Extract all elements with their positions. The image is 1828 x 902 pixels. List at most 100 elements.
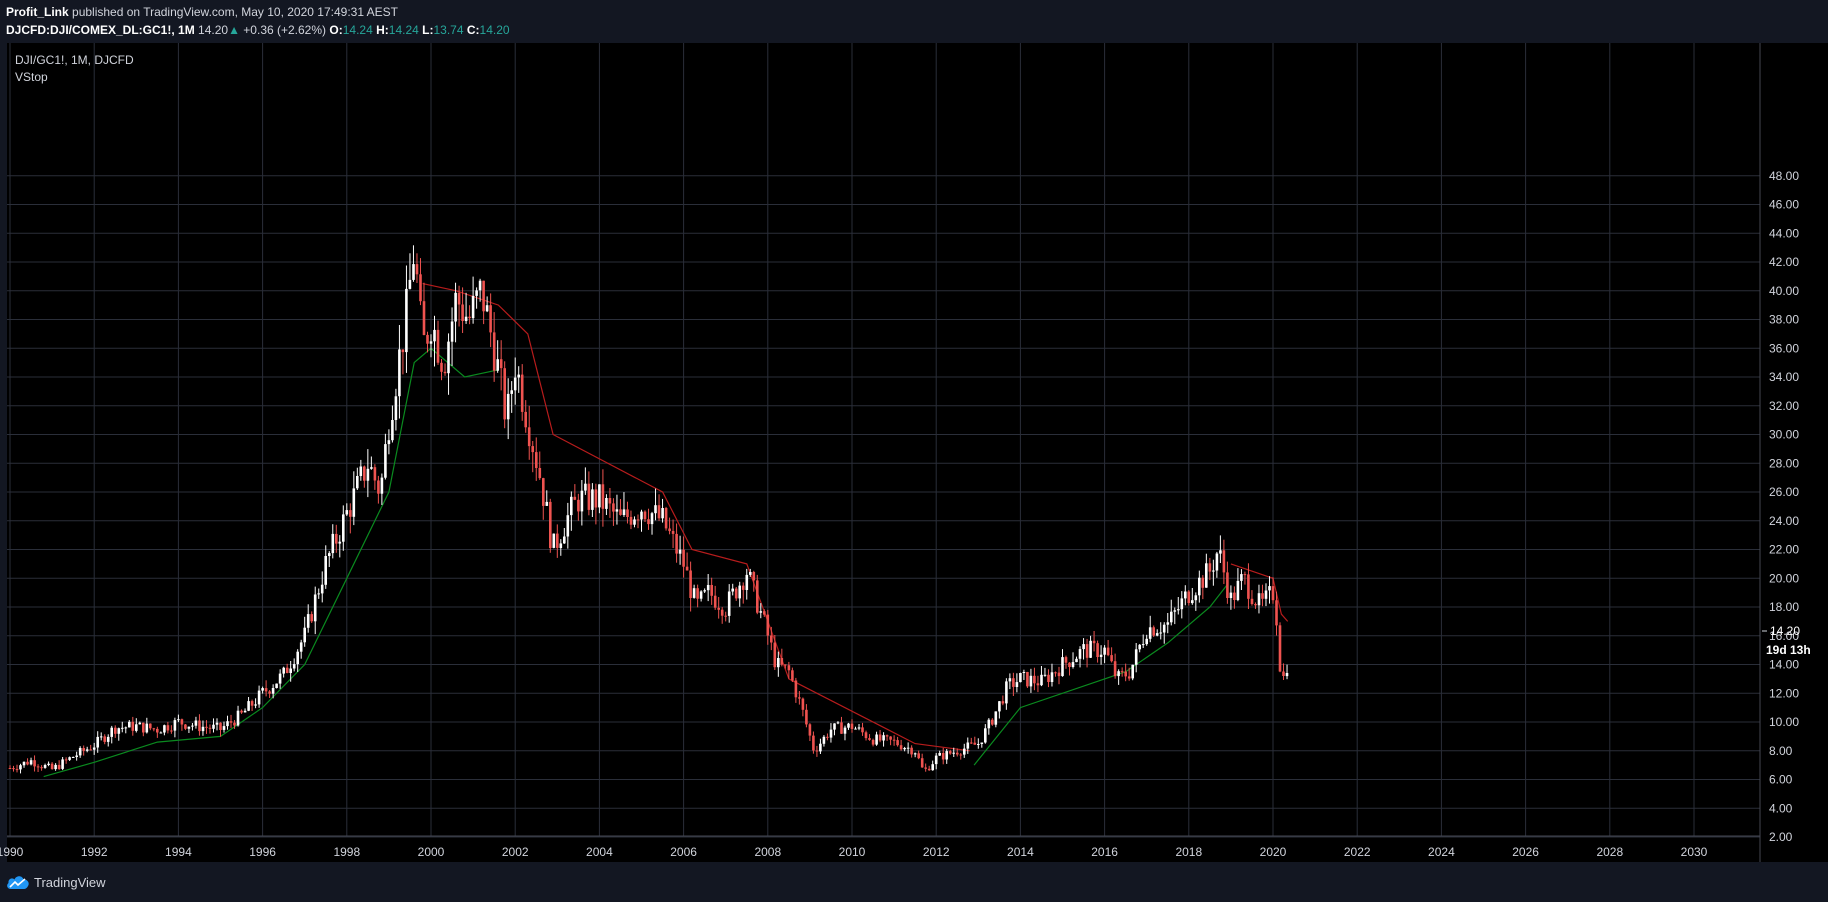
candle-up — [984, 728, 987, 743]
candle-down — [713, 595, 717, 608]
legend-indicator[interactable]: VStop — [15, 70, 48, 84]
candle-down — [647, 519, 650, 525]
candle-down — [1275, 600, 1278, 626]
candle-down — [801, 698, 805, 710]
candle-down — [50, 763, 54, 769]
candle-up — [433, 329, 436, 342]
candle-up — [822, 736, 826, 744]
candle-up — [699, 591, 703, 599]
candle-down — [131, 721, 135, 731]
tradingview-cloud-icon[interactable] — [6, 874, 30, 890]
candle-down — [373, 467, 377, 481]
candle-down — [1057, 672, 1061, 677]
candle-down — [629, 516, 633, 525]
tradingview-brand[interactable]: TradingView — [34, 875, 106, 890]
candle-up — [759, 611, 763, 613]
candle-down — [1012, 678, 1015, 687]
candle-up — [654, 505, 657, 514]
price-chart[interactable]: 2.00 4.00 6.00 8.00 10.00 12.00 14.00 16.00 18.0… — [0, 42, 1828, 862]
candle-down — [763, 611, 766, 615]
candle-up — [727, 591, 731, 616]
time-tick-label: 2004 — [586, 845, 613, 859]
candle-up — [68, 757, 71, 760]
candle-down — [756, 580, 759, 613]
candle-up — [1138, 644, 1141, 650]
candle-down — [233, 722, 236, 726]
candle-down — [626, 509, 629, 517]
price-tick-label: 8.00 — [1769, 744, 1793, 758]
price-axis-ticks: 2.00 4.00 6.00 8.00 10.00 12.00 14.00 16.00 18.0… — [1769, 169, 1799, 844]
candle-down — [57, 764, 61, 769]
candle-down — [12, 768, 15, 770]
candle-up — [212, 724, 215, 729]
candle-down — [1254, 604, 1257, 606]
candle-down — [114, 727, 117, 734]
candle-down — [850, 723, 854, 729]
candle-down — [787, 665, 791, 671]
price-tick-label: 6.00 — [1769, 773, 1793, 787]
candle-up — [278, 673, 282, 684]
price-tick-label: 32.00 — [1769, 399, 1799, 413]
plot-background — [7, 43, 1760, 836]
candle-down — [720, 609, 724, 616]
candle-down — [8, 768, 12, 769]
candle-up — [320, 584, 324, 594]
price-tick-label: 28.00 — [1769, 456, 1799, 470]
candle-down — [1271, 586, 1275, 601]
low-value: 13.74 — [433, 23, 464, 37]
symbol-line[interactable]: DJCFD:DJI/COMEX_DL:GC1!, 1M — [6, 23, 195, 37]
candle-up — [570, 496, 573, 516]
candle-up — [464, 316, 468, 321]
candle-up — [187, 726, 191, 729]
candle-up — [345, 510, 349, 515]
candle-up — [303, 627, 306, 643]
candle-up — [271, 688, 275, 694]
candle-up — [110, 727, 113, 737]
time-tick-label: 2010 — [839, 845, 866, 859]
candle-down — [1152, 627, 1155, 636]
candle-down — [335, 533, 338, 544]
candle-up — [591, 489, 594, 510]
candle-up — [313, 594, 317, 622]
candle-up — [22, 761, 26, 766]
candle-down — [594, 489, 598, 508]
candle-up — [1141, 644, 1145, 646]
candle-up — [201, 726, 205, 732]
candle-up — [128, 721, 131, 728]
candle-up — [54, 764, 57, 770]
candle-down — [1064, 657, 1068, 663]
legend-symbol[interactable]: DJI/GC1!, 1M, DJCFD — [15, 53, 134, 67]
candle-down — [219, 722, 222, 730]
candle-down — [917, 753, 920, 759]
author-name[interactable]: Profit_Link — [6, 5, 69, 19]
candle-down — [668, 528, 671, 532]
candle-down — [205, 726, 208, 728]
price-tick-label: 14.00 — [1769, 658, 1799, 672]
candle-up — [1264, 590, 1268, 599]
candle-up — [1180, 598, 1184, 610]
candle-up — [1198, 577, 1201, 596]
candle-up — [678, 549, 682, 554]
candle-up — [952, 752, 955, 754]
candle-up — [1131, 664, 1134, 679]
close-label: C: — [466, 23, 480, 37]
candle-up — [454, 292, 457, 322]
candle-up — [1268, 586, 1271, 591]
candle-down — [608, 498, 612, 504]
price-tick-label: 40.00 — [1769, 284, 1799, 298]
candle-up — [836, 722, 840, 724]
candle-down — [798, 697, 801, 699]
candle-up — [145, 723, 149, 733]
candle-down — [89, 749, 92, 751]
candle-down — [443, 371, 447, 374]
candle-down — [770, 635, 773, 643]
candle-down — [166, 725, 170, 731]
candle-up — [47, 763, 50, 765]
candle-up — [598, 484, 601, 508]
candle-down — [461, 304, 464, 321]
candle-down — [240, 710, 243, 713]
candle-down — [1282, 671, 1285, 676]
price-change: +0.36 (+2.62%) — [243, 23, 327, 37]
candle-up — [317, 593, 320, 595]
candle-down — [1261, 593, 1264, 599]
